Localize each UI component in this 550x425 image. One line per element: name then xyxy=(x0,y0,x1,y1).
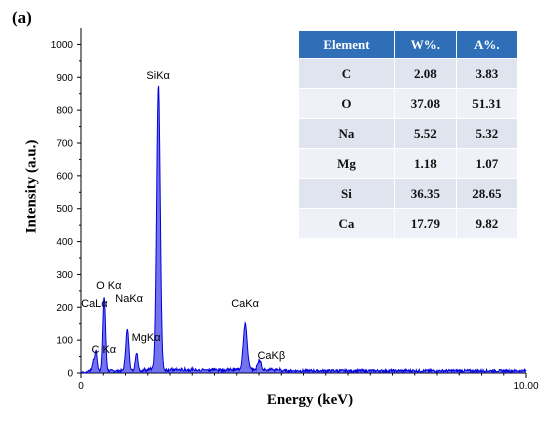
y-tick-label: 900 xyxy=(56,73,73,84)
atomic-percent-cell: 5.32 xyxy=(456,118,517,149)
peak-label: O Kα xyxy=(96,280,122,292)
weight-percent-cell: 37.08 xyxy=(394,88,457,119)
atomic-percent-cell: 3.83 xyxy=(456,58,517,89)
panel-label: (a) xyxy=(12,8,32,27)
x-tick-label: 10.00 xyxy=(513,381,538,392)
y-tick-label: 200 xyxy=(56,303,73,314)
column-header: Element xyxy=(299,31,395,59)
spectrum-line xyxy=(80,85,527,374)
y-tick-label: 700 xyxy=(56,139,73,150)
x-tick-label: 0 xyxy=(78,381,84,392)
element-cell: O xyxy=(299,88,395,119)
peak-label: NaKα xyxy=(115,293,143,305)
y-tick-label: 600 xyxy=(56,171,73,182)
y-tick-label: 800 xyxy=(56,106,73,117)
weight-percent-cell: 1.18 xyxy=(394,148,457,179)
element-cell: C xyxy=(299,58,395,89)
atomic-percent-cell: 9.82 xyxy=(456,208,517,238)
peak-label: C Kα xyxy=(91,344,116,356)
table-header-row: Element W%. A%. xyxy=(299,31,517,59)
atomic-percent-cell: 51.31 xyxy=(456,88,517,119)
y-tick-label: 400 xyxy=(56,237,73,248)
peak-label: CaKα xyxy=(231,298,259,310)
weight-percent-cell: 36.35 xyxy=(394,178,457,209)
element-cell: Mg xyxy=(299,148,395,179)
y-tick-label: 1000 xyxy=(51,40,74,51)
x-axis-label: Energy (keV) xyxy=(266,392,354,408)
weight-percent-cell: 17.79 xyxy=(394,208,457,238)
y-tick-label: 0 xyxy=(67,369,73,380)
atomic-percent-cell: 1.07 xyxy=(456,148,517,179)
table-row: Si 36.35 28.65 xyxy=(299,178,517,209)
atomic-percent-cell: 28.65 xyxy=(456,178,517,209)
element-cell: Si xyxy=(299,178,395,209)
column-header: W%. xyxy=(394,31,457,59)
y-tick-label: 300 xyxy=(56,270,73,281)
table-row: Na 5.52 5.32 xyxy=(299,118,517,149)
weight-percent-cell: 2.08 xyxy=(394,58,457,89)
y-axis-label: Intensity (a.u.) xyxy=(23,139,40,234)
peak-label: SiKα xyxy=(146,70,170,82)
peak-label: CaKβ xyxy=(257,350,285,362)
y-tick-label: 500 xyxy=(56,204,73,215)
table-row: Ca 17.79 9.82 xyxy=(299,208,517,238)
table-row: O 37.08 51.31 xyxy=(299,88,517,119)
composition-table: Element W%. A%. C 2.08 3.83 O 37.08 51.3… xyxy=(299,31,517,238)
element-cell: Ca xyxy=(299,208,395,238)
y-tick-label: 100 xyxy=(56,336,73,347)
weight-percent-cell: 5.52 xyxy=(394,118,457,149)
table-row: Mg 1.18 1.07 xyxy=(299,148,517,179)
column-header: A%. xyxy=(456,31,517,59)
table-row: C 2.08 3.83 xyxy=(299,58,517,89)
peak-label: MgKα xyxy=(132,332,162,344)
element-cell: Na xyxy=(299,118,395,149)
peak-label: CaLα xyxy=(81,298,108,310)
